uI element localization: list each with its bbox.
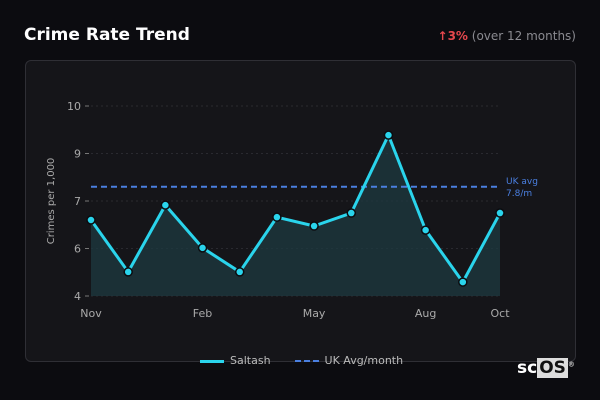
- x-tick-label: Feb: [193, 307, 212, 320]
- uk-avg-value: 7.8/m: [506, 189, 532, 199]
- x-tick-label: Aug: [415, 307, 436, 320]
- data-point: [197, 243, 208, 253]
- trend-value: 3%: [447, 29, 468, 43]
- y-tick-label: 6: [74, 243, 81, 256]
- data-point: [495, 208, 505, 218]
- uk-avg-label: UK avg: [506, 177, 538, 187]
- series-line-saltash: [89, 133, 502, 284]
- chart-card: [25, 60, 576, 362]
- x-tick-label: Nov: [80, 307, 102, 320]
- legend-label: Saltash: [230, 354, 271, 367]
- data-point: [420, 225, 431, 235]
- y-axis-label: Crimes per 1,000: [46, 158, 57, 245]
- legend-item-saltash[interactable]: Saltash: [200, 354, 271, 367]
- series-area: [91, 135, 500, 296]
- data-point: [160, 200, 171, 210]
- legend-item-uk-avg[interactable]: UK Avg/month: [294, 354, 404, 367]
- brand-logo: sc OS ®: [517, 358, 575, 378]
- data-point: [123, 267, 133, 277]
- legend: Saltash UK Avg/month: [200, 354, 403, 367]
- data-point: [86, 215, 96, 225]
- y-tick-label: 7: [74, 195, 81, 208]
- chart-title: Crime Rate Trend: [24, 25, 190, 45]
- data-point: [272, 212, 282, 222]
- legend-label: UK Avg/month: [324, 354, 404, 367]
- data-point: [383, 130, 394, 140]
- data-point: [458, 277, 468, 287]
- trend-note: (over 12 months): [471, 29, 576, 43]
- data-point: [234, 267, 245, 277]
- data-point: [346, 208, 357, 218]
- trend-indicator: ↑3% (over 12 months): [438, 29, 577, 43]
- y-tick-label: 4: [74, 290, 81, 303]
- trend-up-arrow-icon: ↑: [437, 29, 448, 43]
- x-tick-label: Oct: [490, 307, 510, 320]
- y-tick-label: 10: [67, 100, 81, 113]
- x-tick-label: May: [303, 307, 326, 320]
- data-point: [309, 221, 319, 231]
- y-tick-label: 9: [74, 148, 81, 161]
